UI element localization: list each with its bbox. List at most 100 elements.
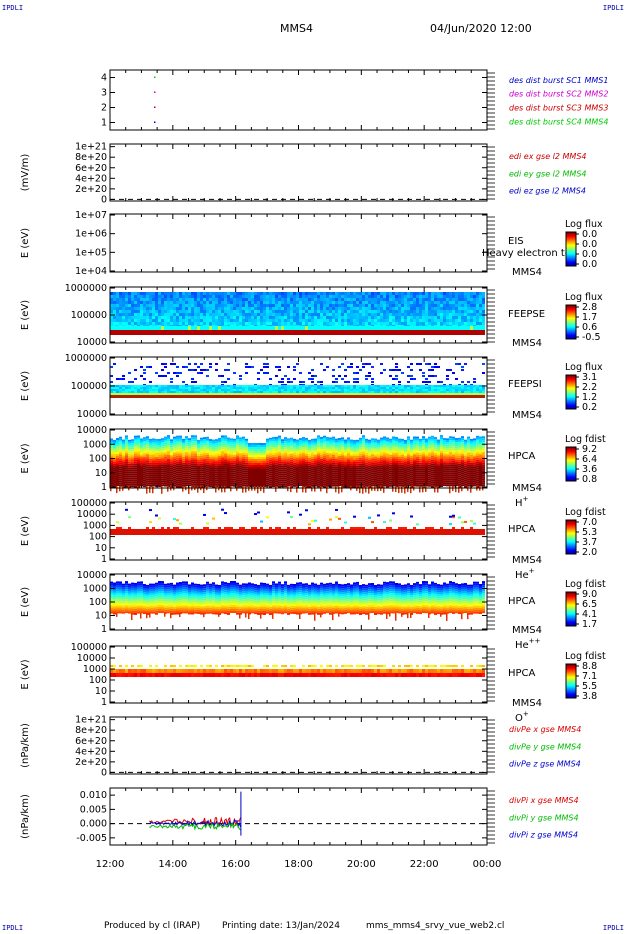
feepse-colorbar-tick: -0.5 bbox=[582, 332, 601, 343]
hpca_h-ytick-label: 10000 bbox=[77, 425, 107, 436]
hpca_he-spacecraft-label: MMS4 bbox=[512, 555, 542, 566]
feepse-ytick-label: 10000 bbox=[77, 337, 107, 348]
burst-frame bbox=[109, 69, 488, 131]
hpca_h-instrument-label: HPCA bbox=[508, 451, 536, 462]
datetime-title: 04/Jun/2020 12:00 bbox=[430, 22, 532, 35]
edi-ytick-label: 0 bbox=[101, 194, 107, 205]
burst-point bbox=[153, 91, 156, 93]
eis-ylabel: E (eV) bbox=[20, 228, 31, 258]
burst-ytick-label: 2 bbox=[101, 103, 107, 114]
hpca_hepp-ytick-label: 100 bbox=[89, 597, 107, 608]
divpi-legend-entry: divPi y gse MMS4 bbox=[509, 813, 579, 822]
eis-overlay-text: Heavy electron to bbox=[482, 248, 571, 259]
panel-divpi: -0.005 0.000 0.005 0.010 (nPa/km) divPi x gse… bbox=[20, 787, 579, 846]
hpca_hepp-spacecraft-label: MMS4 bbox=[512, 625, 542, 636]
hpca_he-ytick-label: 10 bbox=[95, 543, 107, 554]
hpca_he-instrument-label: HPCA bbox=[508, 524, 536, 535]
feepsi-colorbar: 3.12.21.20.2 bbox=[565, 372, 597, 413]
time-tick-label: 22:00 bbox=[410, 859, 439, 870]
hpca_h-ytick-label: 1000 bbox=[83, 439, 107, 450]
hpca_o-species-label: O+ bbox=[515, 710, 529, 724]
divpi-legend-entry: divPi x gse MMS4 bbox=[509, 796, 579, 805]
hpca_hepp-species-label: He++ bbox=[515, 637, 541, 651]
panel-feepsi: 10000 100000 1000000 E (eV) FEEPSI MMS4 Log fl… bbox=[20, 353, 603, 421]
hpca_o-instrument-label: HPCA bbox=[508, 668, 536, 679]
hpca_h-ytick-label: 10 bbox=[95, 468, 107, 479]
hpca_hepp-colorbar: 9.06.54.11.7 bbox=[565, 589, 597, 630]
hpca_he-heatmap-cells bbox=[110, 508, 485, 535]
hpca_he-ytick-label: 100 bbox=[89, 532, 107, 543]
corner-label-top-left: IPDLI bbox=[2, 4, 24, 12]
hpca_he-colorbar-tick: 7.0 bbox=[582, 517, 597, 528]
hpca_o-colorbar-tick: 7.1 bbox=[582, 671, 597, 682]
hpca_o-ytick-label: 10 bbox=[95, 686, 107, 697]
time-tick-label: 20:00 bbox=[347, 859, 376, 870]
edi-ytick-label: 4e+20 bbox=[75, 173, 107, 184]
hpca_o-ytick-label: 10000 bbox=[77, 653, 107, 664]
hpca_h-heatmap-cells bbox=[110, 435, 485, 494]
hpca_o-colorbar-tick: 3.8 bbox=[582, 691, 597, 702]
edi-ytick-label: 1e+21 bbox=[75, 142, 107, 153]
divpe-ytick-label: 1e+21 bbox=[75, 715, 107, 726]
hpca_he-ylabel: E (eV) bbox=[20, 516, 31, 546]
corner-label-bottom-right: IPDLI bbox=[602, 924, 624, 932]
hpca_he-colorbar-tick: 5.3 bbox=[582, 527, 597, 538]
hpca_he-ytick-label: 100000 bbox=[71, 498, 107, 509]
hpca_o-colorbar-tick: 8.8 bbox=[582, 661, 597, 672]
footer-printing-date: Printing date: 13/Jan/2024 bbox=[222, 921, 340, 931]
hpca_hepp-colorbar-tick: 1.7 bbox=[582, 619, 597, 630]
divpe-ytick-label: 8e+20 bbox=[75, 725, 107, 736]
time-tick-label: 14:00 bbox=[158, 859, 187, 870]
hpca_o-colorbar-tick: 5.5 bbox=[582, 681, 597, 692]
hpca_o-spacecraft-label: MMS4 bbox=[512, 698, 542, 709]
hpca_h-colorbar: 9.26.43.60.8 bbox=[565, 444, 597, 485]
feepse-instrument-label: FEEPSE bbox=[508, 309, 545, 320]
hpca_he-ytick-label: 1 bbox=[101, 554, 107, 565]
burst-legend-entry: des dist burst SC3 MMS3 bbox=[509, 104, 608, 113]
divpi-ytick-label: 0.000 bbox=[80, 819, 107, 830]
hpca_h-colorbar-tick: 0.8 bbox=[582, 474, 597, 485]
hpca_h-species-label: H+ bbox=[515, 495, 529, 509]
divpe-ytick-label: 0 bbox=[101, 767, 107, 778]
divpe-ytick-label: 4e+20 bbox=[75, 746, 107, 757]
divpe-legend-entry: divPe y gse MMS4 bbox=[509, 742, 581, 751]
panel-burst: 1 2 3 4 des dist burst SC1 MMS1 des dist burs… bbox=[101, 69, 608, 131]
feepse-colorbar-tick: 0.6 bbox=[582, 322, 597, 333]
eis-ytick-label: 1e+06 bbox=[75, 229, 107, 240]
eis-ytick-label: 1e+04 bbox=[75, 266, 107, 277]
feepsi-colorbar-tick: 1.2 bbox=[582, 392, 597, 403]
feepsi-colorbar-tick: 3.1 bbox=[582, 372, 597, 383]
feepsi-colorbar-tick: 2.2 bbox=[582, 382, 597, 393]
hpca_h-colorbar-tick: 9.2 bbox=[582, 444, 597, 455]
edi-legend-entry: edi ez gse l2 MMS4 bbox=[509, 187, 586, 196]
eis-instrument-label: EIS bbox=[508, 236, 524, 247]
hpca_h-colorbar-tick: 6.4 bbox=[582, 454, 597, 465]
time-axis: 12:00 14:00 16:00 18:00 20:00 22:00 00:00 bbox=[96, 859, 502, 870]
edi-ytick-label: 2e+20 bbox=[75, 184, 107, 195]
hpca_h-colorbar-title: Log fdist bbox=[565, 434, 606, 445]
hpca_hepp-colorbar-tick: 9.0 bbox=[582, 589, 597, 600]
time-tick-label: 00:00 bbox=[473, 859, 502, 870]
edi-legend-entry: edi ey gse l2 MMS4 bbox=[509, 169, 587, 178]
burst-point bbox=[153, 106, 156, 108]
hpca_h-colorbar-tick: 3.6 bbox=[582, 464, 597, 475]
time-tick-label: 18:00 bbox=[284, 859, 313, 870]
eis-ytick-label: 1e+07 bbox=[75, 210, 107, 221]
divpi-legend-entry: divPi z gse MMS4 bbox=[509, 831, 578, 840]
spacecraft-title: MMS4 bbox=[280, 22, 313, 35]
hpca_h-ytick-label: 1 bbox=[101, 482, 107, 493]
feepsi-ylabel: E (eV) bbox=[20, 371, 31, 401]
edi-ytick-label: 8e+20 bbox=[75, 152, 107, 163]
hpca_hepp-ytick-label: 10000 bbox=[77, 570, 107, 581]
eis-frame bbox=[109, 213, 488, 273]
hpca_hepp-ytick-label: 10 bbox=[95, 611, 107, 622]
hpca_o-colorbar: 8.87.15.53.8 bbox=[565, 661, 597, 702]
divpe-legend-entry: divPe x gse MMS4 bbox=[509, 725, 581, 734]
feepse-heatmap-cells bbox=[110, 292, 485, 335]
burst-point bbox=[153, 76, 156, 78]
